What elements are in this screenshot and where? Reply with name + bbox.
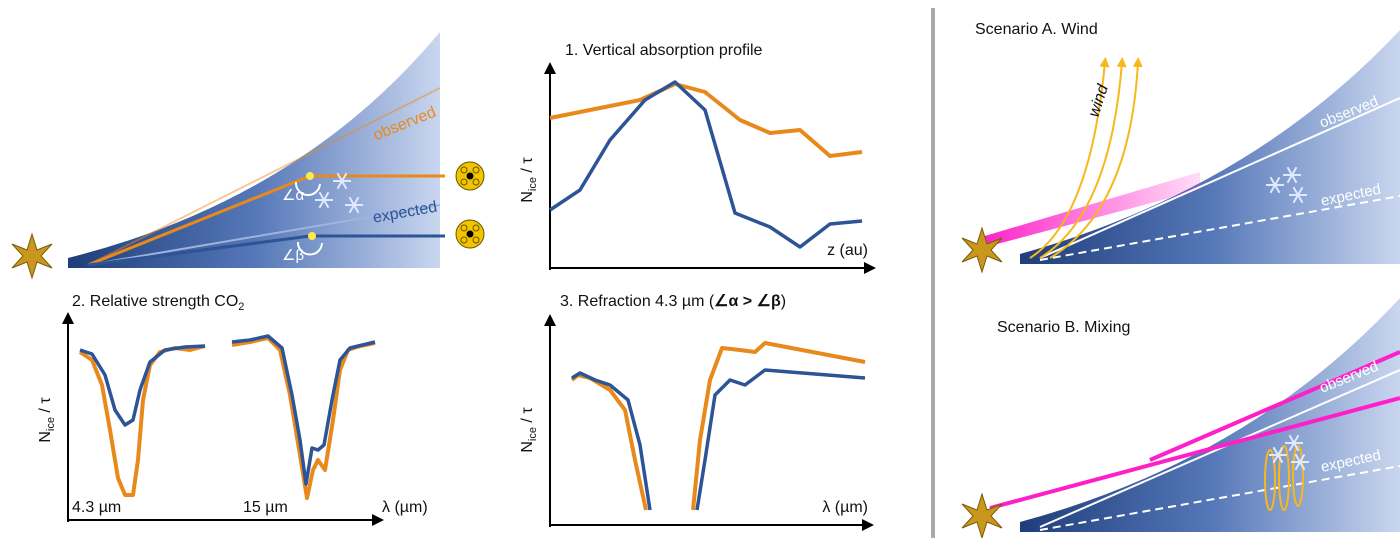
angle-arc: [296, 241, 323, 256]
title-part: ∠α: [714, 293, 738, 310]
observed-ray: [1039, 97, 1400, 259]
x-label: z (au): [827, 242, 868, 259]
disk: [1020, 30, 1400, 264]
observed-curve: [570, 373, 648, 511]
title-part: ∠β: [757, 293, 781, 310]
expected-curve: [571, 371, 652, 511]
scenario-title: Scenario B. Mixing: [997, 319, 1130, 336]
mixing-loop: [1264, 449, 1276, 511]
y-label: Nice / τ: [519, 407, 539, 453]
observed-ray: [87, 87, 441, 266]
wind-arrow: [1049, 57, 1143, 259]
point: [308, 232, 316, 240]
expected-ray: [87, 204, 441, 266]
detector: [455, 219, 485, 249]
angle-label: ∠β: [282, 247, 304, 264]
panel-title: 1. Vertical absorption profile: [565, 42, 763, 59]
panel-3: 3. Refraction 4.3 µm (∠α > ∠β) Nice / τ …: [519, 293, 874, 531]
title-part: >: [738, 293, 756, 310]
panel-1: 1. Vertical absorption profile Nice / τ …: [519, 42, 876, 274]
scenario-a: Scenario A. Wind wind observed expected: [961, 21, 1400, 273]
magenta-beam: [989, 396, 1400, 510]
observed-curve: [78, 344, 206, 497]
band-label: 4.3 µm: [72, 499, 121, 516]
panel-title: 2. Relative strength CO2: [72, 293, 244, 313]
disk: [1020, 298, 1400, 532]
expected-curve: [695, 368, 866, 511]
scenario-title: Scenario A. Wind: [975, 21, 1098, 38]
y-label: Nice / τ: [519, 157, 539, 203]
mixing-loop: [1292, 445, 1304, 507]
wind-label: wind: [1086, 82, 1113, 120]
band-label: 15 µm: [243, 499, 288, 516]
title-part: 2. Relative strength CO: [72, 293, 238, 310]
expected-curve: [549, 80, 863, 249]
mixing-loop: [1278, 445, 1290, 511]
observed-curve: [549, 82, 863, 158]
angle-label: ∠α: [282, 187, 304, 204]
expected-ray: [1039, 465, 1400, 531]
y-label-part: N: [37, 431, 54, 443]
magenta-beam: [1149, 350, 1400, 462]
y-label-part: / τ: [519, 157, 536, 177]
y-label-part: / τ: [37, 397, 54, 417]
y-label-part: N: [519, 191, 536, 203]
magenta-beam: [978, 172, 1200, 248]
y-label-part: N: [519, 441, 536, 453]
observed-ray: [1039, 369, 1400, 528]
star: [11, 233, 53, 279]
observed-curve: [231, 336, 376, 500]
y-label-part: ice: [527, 177, 539, 191]
expected-curve: [79, 344, 206, 427]
y-label-part: ice: [45, 417, 57, 431]
panel-title: 3. Refraction 4.3 µm (∠α > ∠β): [560, 293, 786, 310]
left-panel: observed expected ∠α ∠β: [11, 32, 485, 279]
scenario-b: Scenario B. Mixing observed expected: [961, 298, 1400, 538]
point: [306, 172, 314, 180]
wind-arrow: [1039, 57, 1127, 259]
y-label: Nice / τ: [37, 397, 57, 443]
y-label-part: ice: [527, 427, 539, 441]
title-part: 2: [238, 301, 244, 313]
expected-curve: [231, 334, 376, 486]
observed-curve: [691, 341, 866, 511]
star: [961, 493, 1003, 538]
x-label: λ (µm): [822, 499, 868, 516]
title-part: ): [781, 293, 786, 310]
y-label-part: / τ: [519, 407, 536, 427]
disk: [68, 32, 440, 268]
title-part: 3. Refraction 4.3 µm (: [560, 293, 715, 310]
x-label: λ (µm): [382, 499, 428, 516]
angle-arc: [294, 181, 321, 196]
expected-ray: [1039, 195, 1400, 261]
panel-2: 2. Relative strength CO2 Nice / τ 4.3 µm…: [37, 293, 428, 526]
wind-arrow: [1029, 57, 1110, 259]
detector: [455, 161, 485, 191]
